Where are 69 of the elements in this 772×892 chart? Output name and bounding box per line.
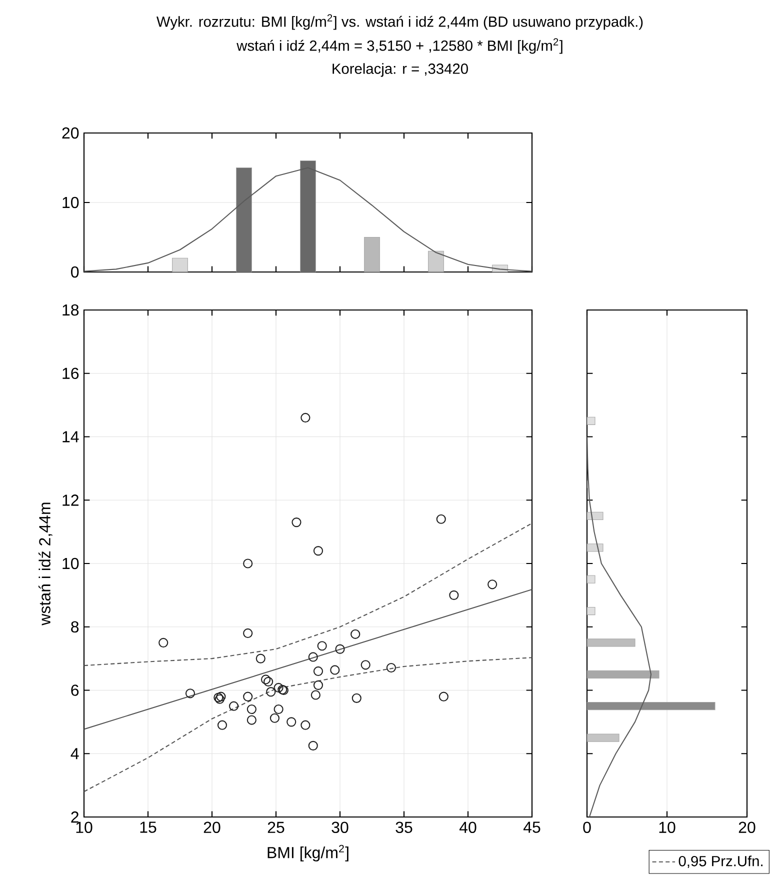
point: [256, 654, 266, 664]
point: [246, 715, 256, 725]
y-tick-label: 0: [71, 266, 79, 278]
point: [246, 704, 256, 714]
text: Korelacja: r = ,33420: [332, 63, 468, 77]
point: [350, 629, 360, 639]
y-tick-label: 16: [62, 368, 79, 380]
point: [270, 713, 280, 723]
x-axis-title: BMI [kg/m$^{2}$]: [268, 844, 348, 862]
point: [352, 693, 362, 703]
point: [260, 674, 271, 684]
point: [317, 641, 327, 651]
y-axis-title: wstań i idź 2,44m: [38, 502, 52, 626]
point: [313, 546, 324, 556]
point: [217, 720, 228, 730]
point: [488, 580, 498, 590]
point: [436, 514, 446, 524]
x-tick-label: 10: [659, 822, 676, 834]
line-series: [84, 657, 532, 792]
x-tick-label: 20: [204, 822, 220, 834]
x-tick-label: 0: [583, 822, 591, 834]
point: [216, 692, 226, 702]
y-tick-label: 10: [62, 558, 79, 570]
point: [274, 682, 284, 693]
point: [292, 518, 302, 528]
y-tick-label: 2: [71, 811, 78, 823]
x-tick-label: 30: [332, 822, 348, 834]
point: [360, 660, 370, 670]
x-tick-label: 20: [738, 822, 756, 834]
point: [438, 692, 448, 702]
x-tick-label: 45: [523, 822, 540, 833]
x-tick-label: 25: [268, 822, 284, 834]
y-tick-label: 4: [70, 748, 79, 760]
point: [274, 704, 284, 714]
x-tick-label: 35: [396, 822, 412, 834]
point: [264, 676, 274, 686]
y-tick-label: 12: [62, 494, 78, 506]
point: [308, 652, 318, 662]
y-tick-label: 6: [71, 684, 79, 696]
line-series: [84, 522, 532, 666]
legend-label: 0,95 Prz.Ufn.: [678, 856, 762, 868]
y-tick-label: 18: [62, 304, 79, 316]
point: [243, 692, 253, 702]
point: [313, 666, 324, 676]
point: [158, 638, 168, 648]
y-tick-label: 10: [62, 196, 79, 208]
point: [185, 688, 196, 698]
x-tick-label: 40: [459, 822, 476, 834]
point: [243, 558, 253, 568]
point: [449, 590, 459, 600]
chart-subtitle: wstań i idź 2,44m = 3,5150 + ,12580 * BMI [kg/m$^{2}$]: [236, 38, 562, 54]
point: [300, 412, 310, 423]
point: [313, 680, 324, 690]
point: [300, 720, 310, 730]
point: [243, 628, 253, 638]
y-tick-label: 14: [62, 431, 79, 442]
point: [228, 701, 239, 711]
x-tick-label: 15: [140, 822, 156, 833]
point: [310, 690, 320, 700]
line-series: [84, 167, 532, 272]
point: [330, 665, 340, 675]
point: [266, 687, 276, 697]
y-tick-label: 8: [71, 621, 79, 633]
point: [386, 662, 396, 673]
point: [335, 644, 345, 654]
point: [308, 740, 318, 750]
chart-title: Wykr. rozrzutu: BMI [kg/m$^{2}$] vs. wstań i idź 2,44m (BD usuwano przypadk.): [156, 14, 643, 30]
point: [286, 717, 296, 727]
y-tick-label: 20: [62, 127, 79, 139]
